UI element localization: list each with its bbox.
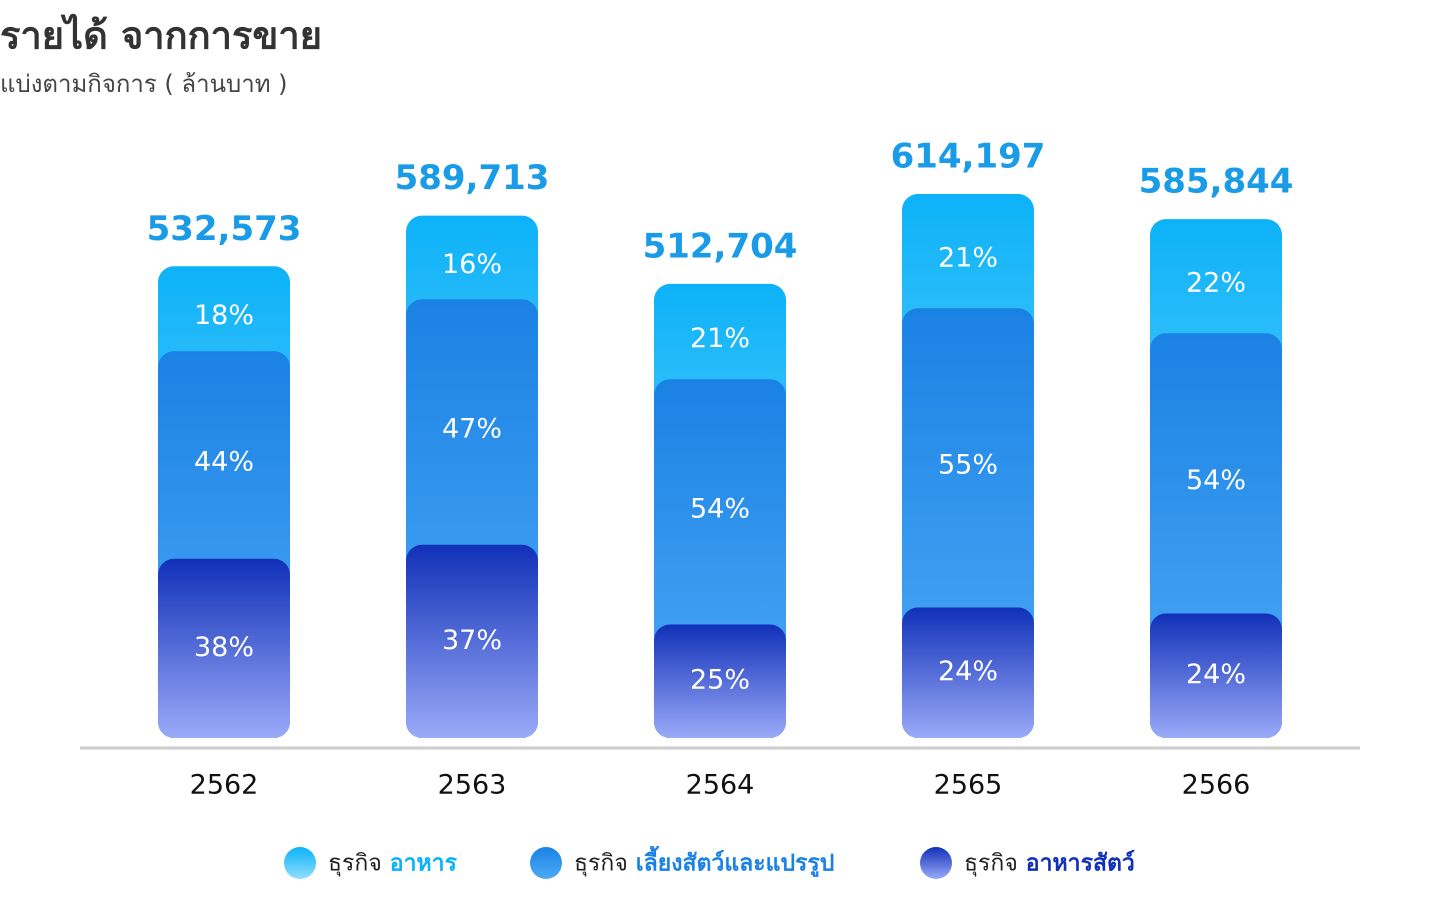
legend-swatch [284, 847, 316, 879]
bar-segment [158, 558, 290, 738]
segment-label: 21% [690, 323, 750, 354]
segment-label: 55% [938, 449, 998, 480]
segment-label: 18% [194, 300, 254, 331]
legend-prefix: ธุรกิจ [574, 851, 628, 877]
segment-label: 22% [1186, 268, 1246, 299]
total-label: 589,713 [395, 158, 550, 198]
chart-subtitle: แบ่งตามกิจการ ( ล้านบาท ) [0, 70, 288, 98]
legend-prefix: ธุรกิจ [964, 851, 1018, 877]
x-tick-label: 2563 [438, 770, 507, 801]
bar-segment [1150, 613, 1282, 738]
x-tick-label: 2562 [190, 770, 259, 801]
segment-label: 47% [442, 413, 502, 444]
bar-segment [654, 624, 786, 738]
x-tick-label: 2565 [934, 770, 1003, 801]
legend-prefix: ธุรกิจ [328, 851, 382, 877]
x-tick-label: 2564 [686, 770, 755, 801]
segment-label: 44% [194, 446, 254, 477]
total-label: 585,844 [1139, 162, 1294, 202]
segment-label: 38% [194, 632, 254, 663]
total-label: 512,704 [643, 226, 798, 266]
total-label: 614,197 [891, 137, 1046, 177]
legend-label: อาหาร [390, 851, 458, 877]
bar-segment [902, 607, 1034, 738]
chart-title: รายได้ จากการขาย [0, 14, 322, 58]
segment-label: 54% [690, 493, 750, 524]
segment-label: 37% [442, 625, 502, 656]
total-label: 532,573 [147, 209, 302, 249]
segment-label: 54% [1186, 465, 1246, 496]
segment-label: 16% [442, 249, 502, 280]
segment-label: 21% [938, 243, 998, 274]
x-tick-label: 2566 [1182, 770, 1251, 801]
legend-swatch [920, 847, 952, 879]
bar-segment [406, 544, 538, 738]
legend-swatch [530, 847, 562, 879]
segment-label: 25% [690, 665, 750, 696]
segment-label: 24% [938, 656, 998, 687]
legend-label: เลี้ยงสัตว์และแปรรูป [636, 846, 835, 878]
segment-label: 24% [1186, 659, 1246, 690]
legend-label: อาหารสัตว์ [1026, 850, 1135, 877]
